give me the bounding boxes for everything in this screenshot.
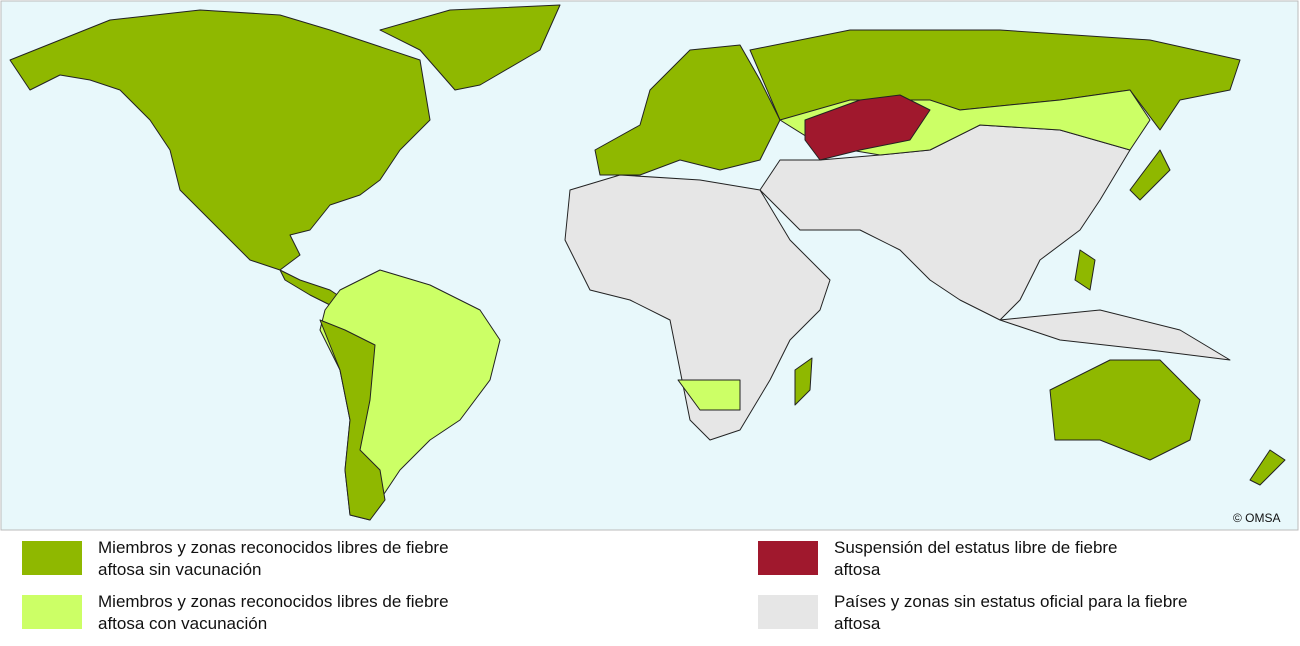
southern-africa — [677, 379, 741, 411]
legend-item: Suspensión del estatus libre de fiebre a… — [758, 537, 1154, 581]
madagascar — [794, 357, 813, 406]
indonesia — [999, 309, 1231, 361]
legend-item: Miembros y zonas reconocidos libres de f… — [22, 591, 478, 635]
legend-label: Miembros y zonas reconocidos libres de f… — [98, 538, 449, 579]
legend-item: Miembros y zonas reconocidos libres de f… — [22, 537, 478, 581]
australia — [1049, 359, 1201, 461]
legend-label: Países y zonas sin estatus oficial para … — [834, 592, 1188, 633]
legend-swatch — [758, 595, 818, 629]
legend-swatch — [22, 541, 82, 575]
north-america — [9, 9, 431, 271]
legend-item: Países y zonas sin estatus oficial para … — [758, 591, 1214, 635]
world-map — [0, 0, 1299, 531]
philippines — [1074, 249, 1096, 291]
africa — [564, 174, 831, 441]
south-america-west — [319, 319, 386, 521]
japan — [1129, 149, 1171, 201]
legend-label: Suspensión del estatus libre de fiebre a… — [834, 538, 1118, 579]
new-zealand — [1249, 449, 1286, 486]
land — [9, 4, 1286, 521]
greenland — [379, 4, 561, 91]
legend-swatch — [758, 541, 818, 575]
kazakhstan — [804, 94, 931, 161]
legend-label: Miembros y zonas reconocidos libres de f… — [98, 592, 449, 633]
copyright: © OMSA — [1233, 511, 1281, 525]
legend-swatch — [22, 595, 82, 629]
